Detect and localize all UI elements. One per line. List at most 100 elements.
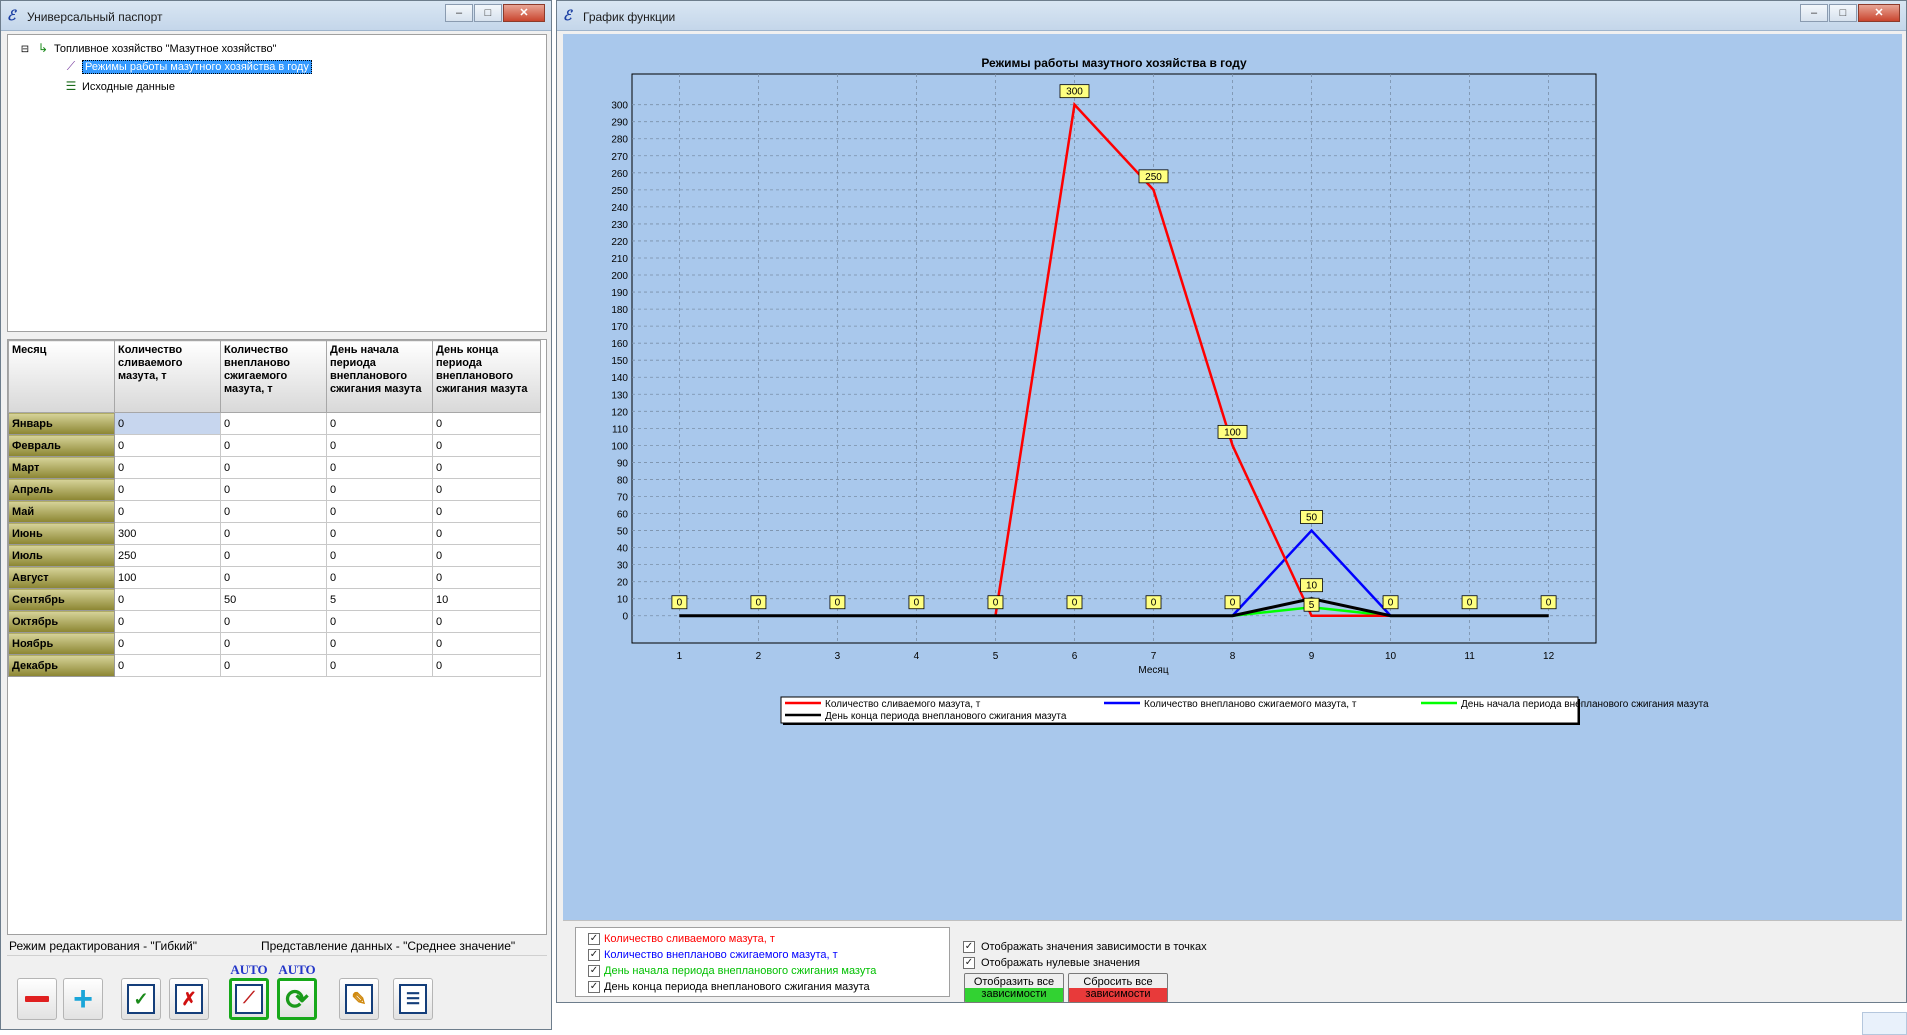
table-cell[interactable]: 50 — [220, 588, 327, 611]
table-cell[interactable]: 0 — [432, 478, 541, 501]
table-cell[interactable]: 0 — [432, 654, 541, 677]
table-cell[interactable]: 300 — [114, 522, 221, 545]
table-cell[interactable]: 0 — [220, 654, 327, 677]
auto-refresh-button[interactable]: ⟳ — [277, 978, 317, 1020]
table-cell[interactable]: 0 — [220, 412, 327, 435]
table-row[interactable]: Апрель 0 0 0 0 — [8, 478, 541, 501]
series-toggle-4[interactable]: ✓ День конца периода внепланового сжигани… — [588, 979, 949, 995]
table-cell[interactable]: 0 — [114, 500, 221, 523]
checkbox[interactable]: ✓ — [588, 965, 600, 977]
table-cell[interactable]: 5 — [326, 588, 433, 611]
checkbox[interactable]: ✓ — [588, 981, 600, 993]
table-cell[interactable]: 0 — [432, 412, 541, 435]
row-header-month[interactable]: Декабрь — [8, 654, 115, 677]
accept-button[interactable]: ✓ — [121, 978, 161, 1020]
tree-item-source-data[interactable]: ☰ Исходные данные — [64, 77, 175, 95]
table-row[interactable]: Январь 0 0 0 0 — [8, 412, 541, 435]
close-button[interactable]: ✕ — [503, 4, 545, 22]
table-row[interactable]: Декабрь 0 0 0 0 — [8, 654, 541, 677]
row-header-month[interactable]: Май — [8, 500, 115, 523]
table-cell[interactable]: 0 — [114, 632, 221, 655]
row-header-month[interactable]: Март — [8, 456, 115, 479]
table-cell[interactable]: 0 — [220, 632, 327, 655]
col-header-end-day[interactable]: День конца периода внепланового сжигания… — [432, 340, 541, 413]
table-cell[interactable]: 0 — [326, 566, 433, 589]
table-row[interactable]: Март 0 0 0 0 — [8, 456, 541, 479]
table-cell[interactable]: 0 — [114, 412, 221, 435]
col-header-month[interactable]: Месяц — [8, 340, 115, 413]
table-cell[interactable]: 0 — [432, 500, 541, 523]
table-row[interactable]: Октябрь 0 0 0 0 — [8, 610, 541, 633]
table-cell[interactable]: 0 — [326, 500, 433, 523]
row-header-month[interactable]: Февраль — [8, 434, 115, 457]
row-header-month[interactable]: Сентябрь — [8, 588, 115, 611]
table-row[interactable]: Май 0 0 0 0 — [8, 500, 541, 523]
row-header-month[interactable]: Ноябрь — [8, 632, 115, 655]
maximize-button[interactable]: □ — [474, 4, 502, 22]
passport-titlebar[interactable]: ℰ Универсальный паспорт – □ ✕ — [1, 1, 551, 31]
table-cell[interactable]: 0 — [114, 456, 221, 479]
reset-all-button[interactable]: Сбросить все зависимости — [1068, 973, 1168, 1003]
table-cell[interactable]: 0 — [220, 478, 327, 501]
table-cell[interactable]: 0 — [220, 500, 327, 523]
table-cell[interactable]: 0 — [326, 632, 433, 655]
minimize-button[interactable]: – — [445, 4, 473, 22]
table-cell[interactable]: 0 — [326, 434, 433, 457]
table-cell[interactable]: 0 — [432, 610, 541, 633]
row-header-month[interactable]: Июль — [8, 544, 115, 567]
table-cell[interactable]: 0 — [220, 434, 327, 457]
col-header-drained[interactable]: Количество сливаемого мазута, т — [114, 340, 221, 413]
tree-item-chart[interactable]: ⟋ Режимы работы мазутного хозяйства в год… — [64, 57, 312, 75]
table-cell[interactable]: 0 — [326, 456, 433, 479]
table-cell[interactable]: 10 — [432, 588, 541, 611]
table-cell[interactable]: 0 — [114, 610, 221, 633]
table-cell[interactable]: 0 — [220, 522, 327, 545]
series-toggle-2[interactable]: ✓ Количество внепланово сжигаемого мазута… — [588, 947, 949, 963]
show-zero-option[interactable]: ✓ Отображать нулевые значения — [963, 955, 1140, 971]
table-cell[interactable]: 0 — [326, 478, 433, 501]
col-header-start-day[interactable]: День начала периода внепланового сжигани… — [326, 340, 433, 413]
table-cell[interactable]: 0 — [114, 654, 221, 677]
row-header-month[interactable]: Апрель — [8, 478, 115, 501]
minimize-button[interactable]: – — [1800, 4, 1828, 22]
series-toggle-1[interactable]: ✓ Количество сливаемого мазута, т — [588, 931, 949, 947]
table-cell[interactable]: 0 — [326, 654, 433, 677]
table-cell[interactable]: 100 — [114, 566, 221, 589]
show-values-option[interactable]: ✓ Отображать значения зависимости в точка… — [963, 939, 1207, 955]
table-row[interactable]: Сентябрь 0 50 5 10 — [8, 588, 541, 611]
table-cell[interactable]: 0 — [220, 456, 327, 479]
checkbox[interactable]: ✓ — [963, 941, 975, 953]
show-all-button[interactable]: Отобразить все зависимости — [964, 973, 1064, 1003]
table-cell[interactable]: 0 — [432, 544, 541, 567]
close-button[interactable]: ✕ — [1858, 4, 1900, 22]
row-header-month[interactable]: Август — [8, 566, 115, 589]
table-row[interactable]: Февраль 0 0 0 0 — [8, 434, 541, 457]
list-view-button[interactable]: ☰ — [393, 978, 433, 1020]
col-header-burned[interactable]: Количество внепланово сжигаемого мазута,… — [220, 340, 327, 413]
chart-titlebar[interactable]: ℰ График функции – □ ✕ — [557, 1, 1906, 31]
table-cell[interactable]: 0 — [326, 544, 433, 567]
table-cell[interactable]: 0 — [220, 566, 327, 589]
add-button[interactable]: + — [63, 978, 103, 1020]
auto-chart-button[interactable]: ⟋ — [229, 978, 269, 1020]
row-header-month[interactable]: Январь — [8, 412, 115, 435]
table-row[interactable]: Июнь 300 0 0 0 — [8, 522, 541, 545]
table-cell[interactable]: 0 — [432, 566, 541, 589]
table-cell[interactable]: 0 — [326, 412, 433, 435]
row-header-month[interactable]: Июнь — [8, 522, 115, 545]
table-cell[interactable]: 0 — [432, 632, 541, 655]
table-row[interactable]: Ноябрь 0 0 0 0 — [8, 632, 541, 655]
checkbox[interactable]: ✓ — [963, 957, 975, 969]
edit-button[interactable]: ✎ — [339, 978, 379, 1020]
table-cell[interactable]: 0 — [326, 522, 433, 545]
table-cell[interactable]: 0 — [432, 434, 541, 457]
table-cell[interactable]: 250 — [114, 544, 221, 567]
table-cell[interactable]: 0 — [220, 610, 327, 633]
table-row[interactable]: Июль 250 0 0 0 — [8, 544, 541, 567]
tree-root[interactable]: ⊟ ↳ Топливное хозяйство "Мазутное хозяйств… — [18, 39, 277, 57]
maximize-button[interactable]: □ — [1829, 4, 1857, 22]
table-cell[interactable]: 0 — [114, 434, 221, 457]
table-row[interactable]: Август 100 0 0 0 — [8, 566, 541, 589]
table-cell[interactable]: 0 — [114, 478, 221, 501]
collapse-icon[interactable]: ⊟ — [20, 44, 30, 55]
